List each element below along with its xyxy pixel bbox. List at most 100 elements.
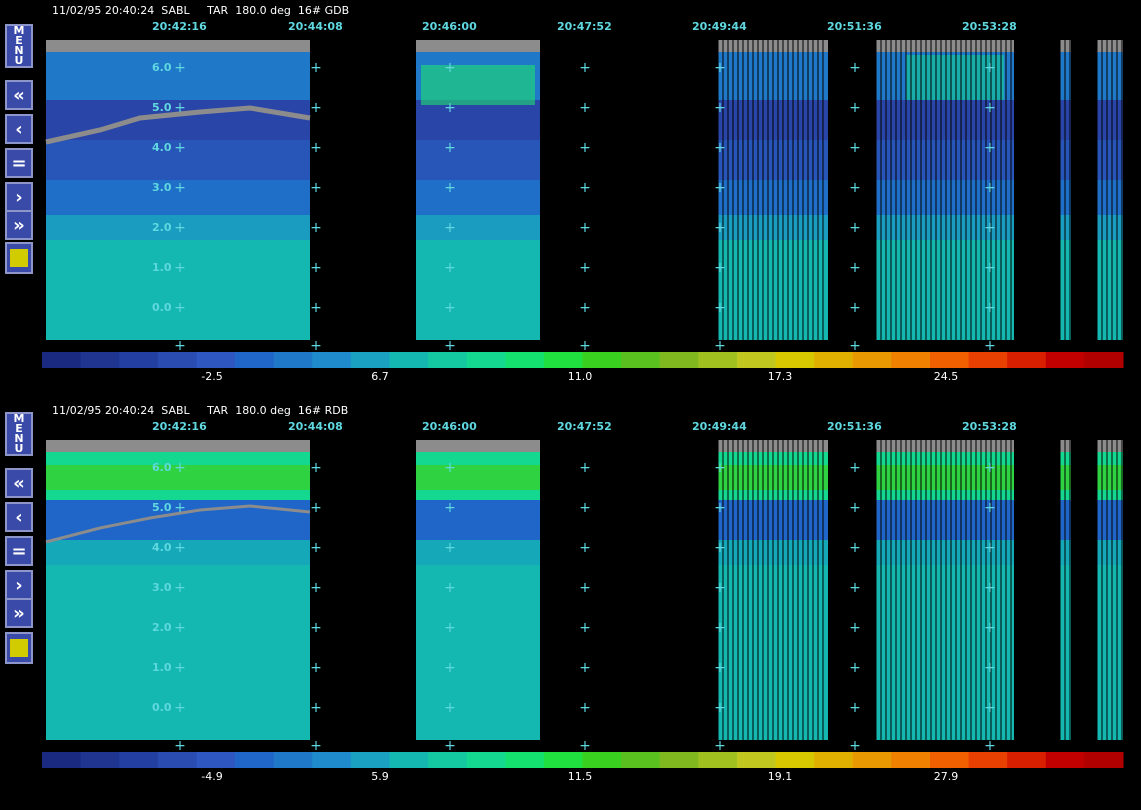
colorbar-swatch (42, 352, 82, 368)
grid-cross: + (984, 460, 996, 476)
band-2 (416, 215, 540, 240)
colorbar-swatch (891, 352, 931, 368)
grid-cross: + (310, 300, 322, 316)
grid-cross: + (444, 220, 456, 236)
colorbar-swatch (80, 352, 120, 368)
grid-cross: + (849, 220, 861, 236)
grid-cross: + (849, 60, 861, 76)
grid-cross: + (310, 220, 322, 236)
grid-cross: + (579, 460, 591, 476)
grid-cross: + (310, 580, 322, 596)
plot-header: 11/02/95 20:40:24 SABL TAR 180.0 deg 16#… (52, 404, 349, 417)
reset-button[interactable]: = (5, 536, 33, 566)
grid-cross: + (444, 140, 456, 156)
grid-cross: + (579, 60, 591, 76)
band-5 (1097, 500, 1123, 540)
altitude-label: 2.0 (152, 621, 172, 634)
missing-top (1097, 440, 1123, 452)
data-segment (416, 440, 540, 740)
grid-cross: + (310, 620, 322, 636)
colorbar-swatch (350, 752, 390, 768)
grid-cross: + (444, 300, 456, 316)
colorbar-swatch (582, 352, 622, 368)
first-page-button[interactable]: « (5, 80, 33, 110)
prev-button[interactable]: ‹ (5, 502, 33, 532)
first-page-button[interactable]: « (5, 468, 33, 498)
colorbar-swatch (505, 752, 545, 768)
grid-cross: + (579, 100, 591, 116)
colorbar-tick-label: 24.5 (933, 370, 959, 383)
colorbar-swatch (350, 352, 390, 368)
band-4 (416, 140, 540, 180)
altitude-label: 3.0 (152, 581, 172, 594)
time-label: 20:42:16 (152, 420, 207, 433)
colorbar-swatch (698, 752, 738, 768)
grid-cross: + (579, 220, 591, 236)
colorbar-swatch (736, 752, 777, 768)
missing-top (46, 40, 310, 52)
colorbar-swatch (659, 752, 699, 768)
grid-cross: + (579, 580, 591, 596)
grid-cross: + (444, 700, 456, 716)
colorbar-swatch (968, 352, 1008, 368)
grid-cross: + (310, 338, 322, 354)
color-swatch-button[interactable] (5, 242, 33, 274)
right-icon: › (15, 574, 23, 596)
grid-cross: + (444, 180, 456, 196)
colorbar-swatch (505, 352, 545, 368)
band-2 (1097, 215, 1123, 240)
colorbar-swatch (621, 352, 661, 368)
last-page-button[interactable]: » (5, 598, 33, 628)
data-segment (45, 440, 311, 740)
grid-cross: + (579, 660, 591, 676)
right-icon: › (15, 186, 23, 208)
grid-cross: + (984, 140, 996, 156)
grid-cross: + (849, 300, 861, 316)
grid-cross: + (174, 660, 186, 676)
grid-cross: + (174, 100, 186, 116)
band-3 (1097, 180, 1123, 215)
colorbar-tick-label: -4.9 (201, 770, 223, 783)
colorbar-tick-label: 19.1 (767, 770, 793, 783)
missing-line (45, 105, 311, 145)
last-page-button[interactable]: » (5, 210, 33, 240)
grid-cross: + (984, 738, 996, 754)
colorbar-swatch (659, 352, 699, 368)
grid-cross: + (849, 738, 861, 754)
colorbar-swatch (273, 752, 313, 768)
grid-cross: + (984, 620, 996, 636)
altitude-label: 4.0 (152, 541, 172, 554)
next-button[interactable]: › (5, 570, 33, 600)
colorbar-tick-label: -2.5 (201, 370, 223, 383)
colorbar-swatch (389, 752, 429, 768)
grid-cross: + (714, 580, 726, 596)
grid-cross: + (849, 460, 861, 476)
left-icon: ‹ (15, 506, 23, 528)
time-label: 20:42:16 (152, 20, 207, 33)
band-6b (416, 465, 540, 490)
grid-cross: + (984, 100, 996, 116)
colorbar-swatch (543, 352, 583, 368)
grid-cross: + (310, 100, 322, 116)
color-swatch-button[interactable] (5, 632, 33, 664)
grid-cross: + (310, 60, 322, 76)
grid-cross: + (849, 540, 861, 556)
grid-cross: + (714, 500, 726, 516)
reset-button[interactable]: = (5, 148, 33, 178)
prev-button[interactable]: ‹ (5, 114, 33, 144)
grid-cross: + (310, 460, 322, 476)
colorbar-swatch (929, 752, 970, 768)
band-4 (46, 540, 310, 565)
time-label: 20:46:00 (422, 420, 477, 433)
grid-cross: + (310, 140, 322, 156)
missing-top (1097, 40, 1123, 52)
grid-cross: + (444, 60, 456, 76)
grid-cross: + (984, 500, 996, 516)
colorbar-swatch (814, 352, 854, 368)
grid-cross: + (984, 180, 996, 196)
colorbar-swatch (929, 352, 970, 368)
grid-cross: + (849, 500, 861, 516)
